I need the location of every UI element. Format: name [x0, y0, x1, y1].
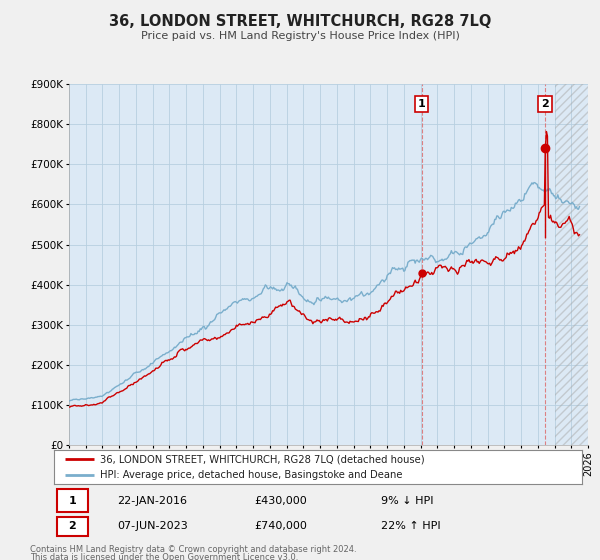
Text: Contains HM Land Registry data © Crown copyright and database right 2024.: Contains HM Land Registry data © Crown c…: [30, 545, 356, 554]
Text: 22-JAN-2016: 22-JAN-2016: [118, 496, 187, 506]
Bar: [554, 84, 588, 445]
Text: £740,000: £740,000: [254, 521, 308, 531]
Text: £430,000: £430,000: [254, 496, 307, 506]
Text: 1: 1: [68, 496, 76, 506]
Text: 2: 2: [541, 99, 549, 109]
Text: 36, LONDON STREET, WHITCHURCH, RG28 7LQ (detached house): 36, LONDON STREET, WHITCHURCH, RG28 7LQ …: [100, 454, 425, 464]
Text: 9% ↓ HPI: 9% ↓ HPI: [382, 496, 434, 506]
FancyBboxPatch shape: [56, 517, 88, 536]
Text: 22% ↑ HPI: 22% ↑ HPI: [382, 521, 441, 531]
Text: 2: 2: [68, 521, 76, 531]
Text: 1: 1: [418, 99, 425, 109]
Text: 36, LONDON STREET, WHITCHURCH, RG28 7LQ: 36, LONDON STREET, WHITCHURCH, RG28 7LQ: [109, 14, 491, 29]
Text: HPI: Average price, detached house, Basingstoke and Deane: HPI: Average price, detached house, Basi…: [100, 470, 403, 480]
Text: Price paid vs. HM Land Registry's House Price Index (HPI): Price paid vs. HM Land Registry's House …: [140, 31, 460, 41]
Text: 07-JUN-2023: 07-JUN-2023: [118, 521, 188, 531]
FancyBboxPatch shape: [56, 489, 88, 512]
Text: This data is licensed under the Open Government Licence v3.0.: This data is licensed under the Open Gov…: [30, 553, 298, 560]
